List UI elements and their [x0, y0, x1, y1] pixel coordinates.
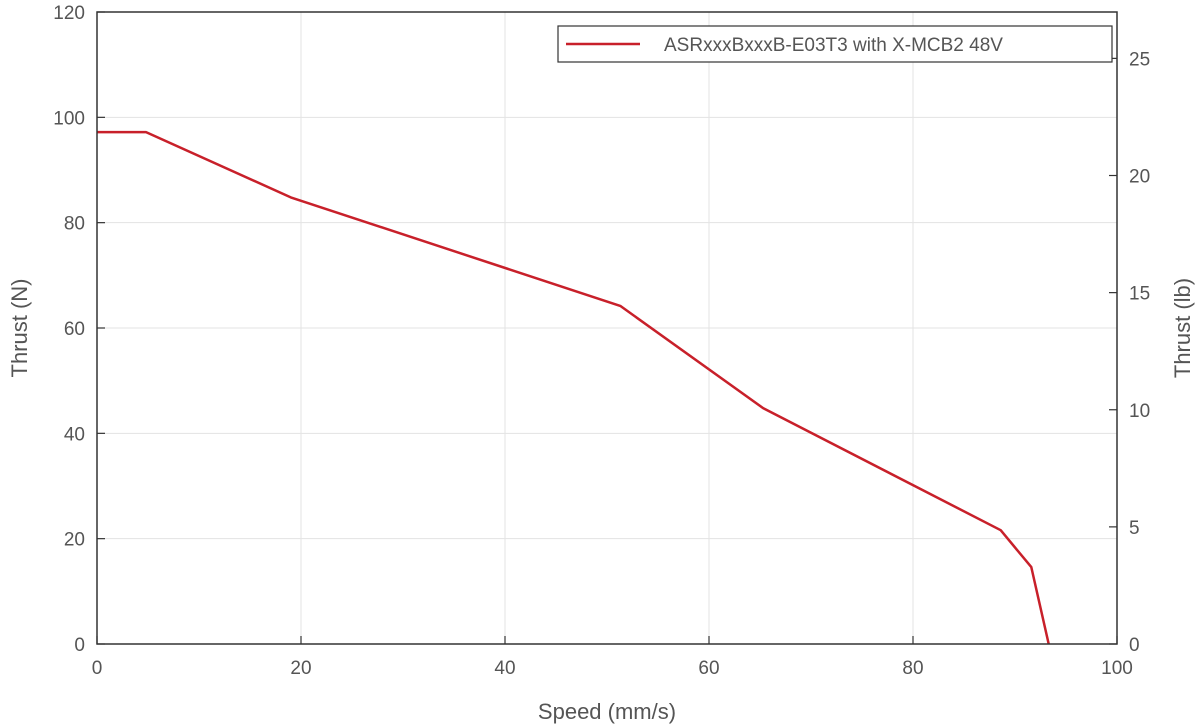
y2-tick-label: 25 — [1129, 49, 1150, 70]
x-tick-label: 40 — [494, 658, 515, 679]
y2-tick-label: 20 — [1129, 167, 1150, 188]
y2-tick-label: 0 — [1129, 635, 1140, 656]
legend: ASRxxxBxxxB-E03T3 with X-MCB2 48V — [557, 25, 1113, 63]
x-tick-label: 0 — [92, 658, 103, 679]
y-tick-label: 0 — [74, 635, 85, 656]
legend-label: ASRxxxBxxxB-E03T3 with X-MCB2 48V — [664, 35, 1003, 56]
y-tick-label: 80 — [64, 214, 85, 235]
series-layer — [97, 130, 1050, 645]
x-tick-label: 100 — [1101, 658, 1133, 679]
y-tick-label: 60 — [64, 319, 85, 340]
x-axis-label: Speed (mm/s) — [538, 699, 676, 724]
y2-tick-label: 15 — [1129, 284, 1150, 305]
series-line — [97, 130, 1050, 645]
y-tick-label: 120 — [53, 3, 85, 24]
x-tick-label: 80 — [902, 658, 923, 679]
y2-tick-label: 10 — [1129, 401, 1150, 422]
y-tick-label: 40 — [64, 424, 85, 445]
x-tick-label: 60 — [698, 658, 719, 679]
y-tick-label: 100 — [53, 108, 85, 129]
grid-lines — [97, 12, 1117, 644]
y-axis-label: Thrust (N) — [7, 279, 32, 378]
x-tick-label: 20 — [290, 658, 311, 679]
y2-axis-label: Thrust (lb) — [1170, 278, 1195, 378]
y-tick-label: 20 — [64, 530, 85, 551]
y2-tick-label: 5 — [1129, 518, 1140, 539]
legend-box — [557, 25, 1113, 63]
